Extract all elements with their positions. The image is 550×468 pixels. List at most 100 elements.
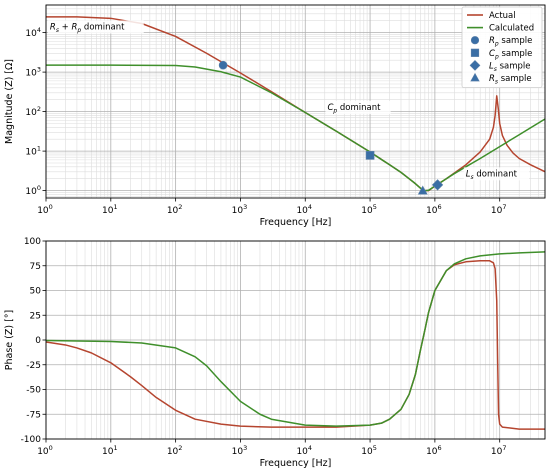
annotation-symbol: R: [50, 22, 56, 32]
x-tick-label-base: 10: [232, 206, 244, 216]
annotation-symbol: C: [327, 103, 333, 113]
marker-diamond: [431, 179, 444, 191]
y-tick-label-base: 10: [25, 147, 37, 157]
plot-frame: [45, 240, 546, 440]
y-tick-label: 103: [25, 65, 41, 78]
x-tick-label-base: 10: [296, 206, 308, 216]
x-tick-label: 105: [361, 203, 377, 216]
x-tick-label: 106: [426, 444, 442, 457]
x-tick-label-exponent: 6: [438, 203, 442, 211]
y-tick-label-base: 10: [25, 29, 37, 39]
x-tick-label: 102: [167, 203, 183, 216]
y-tick-label: 104: [25, 26, 41, 39]
y-tick-label-exponent: 2: [37, 105, 41, 113]
y-tick-label-exponent: 4: [37, 26, 41, 34]
annotation: Cp dominant: [327, 103, 381, 115]
x-tick-label-base: 10: [361, 447, 373, 457]
y-tick-label: 25: [30, 311, 41, 321]
x-tick-label-base: 10: [232, 447, 244, 457]
annotation-subscript: p: [76, 27, 81, 34]
x-tick-label: 107: [491, 444, 507, 457]
legend-marker-circle: [470, 36, 480, 45]
y-tick-label-exponent: 1: [37, 144, 41, 152]
axes: 100 101 102 103 104 105 106 107-100-75-50-25025…: [21, 237, 507, 457]
x-tick-label-base: 10: [426, 447, 438, 457]
x-tick-label: 100: [37, 203, 53, 216]
plot-frame: [45, 4, 546, 199]
legend-label: Ls sample: [489, 61, 531, 73]
y-tick-label-base: 10: [25, 108, 37, 118]
annotation-rest: +: [59, 22, 72, 32]
legend-subscript: s: [495, 79, 498, 86]
x-tick-label-base: 10: [167, 447, 179, 457]
y-tick-label-base: 10: [25, 187, 37, 197]
x-tick-label-base: 10: [296, 447, 308, 457]
annotation-background: [463, 167, 530, 181]
phase-chart: 100 101 102 103 104 105 106 107-100-75-50-25025…: [4, 237, 546, 468]
x-tick-label-base: 10: [491, 447, 503, 457]
x-tick-label: 107: [491, 203, 507, 216]
y-axis-label: Magnitude (Z) [Ω]: [4, 59, 15, 144]
y-tick-label-exponent: 3: [37, 65, 41, 73]
annotation: Rs + Rp dominant: [50, 22, 125, 33]
x-tick-label: 102: [167, 444, 183, 457]
x-tick-label-exponent: 7: [502, 444, 506, 452]
annotation-symbol: L: [466, 169, 471, 179]
annotation-subscript: s: [56, 27, 59, 34]
legend-label: Rs sample: [489, 74, 532, 86]
x-tick-label-exponent: 5: [373, 203, 377, 211]
legend-marker-square: [470, 48, 480, 57]
series-group: [46, 251, 545, 430]
x-tick-label-exponent: 0: [49, 444, 53, 452]
x-tick-label: 101: [102, 444, 118, 457]
x-tick-label-exponent: 6: [438, 444, 442, 452]
series-group: [46, 16, 545, 192]
legend-symbol: L: [489, 61, 494, 71]
x-tick-label-exponent: 2: [178, 203, 182, 211]
x-tick-label: 105: [361, 444, 377, 457]
annotation-symbol: R: [72, 22, 78, 32]
y-tick-label: 50: [30, 287, 42, 297]
x-tick-label-base: 10: [102, 206, 114, 216]
x-tick-label-exponent: 1: [113, 203, 117, 211]
legend-label: Cp sample: [489, 49, 532, 61]
grid: [45, 240, 546, 440]
y-axis-label: Phase (Z) [°]: [4, 310, 15, 371]
x-axis-label: Frequency [Hz]: [260, 458, 332, 468]
x-tick-label-base: 10: [37, 447, 49, 457]
x-tick-label-exponent: 0: [49, 203, 53, 211]
legend-label: Calculated: [489, 24, 534, 34]
x-tick-label: 106: [426, 203, 442, 216]
legend-label: Rp sample: [489, 36, 532, 48]
y-tick-label: 100: [24, 237, 41, 247]
legend-symbol: R: [489, 36, 495, 46]
y-tick-label: 75: [30, 262, 41, 272]
y-tick-label-exponent: 0: [37, 184, 41, 192]
magnitude-chart: 100 101 102 103 104 105 106 107100101102103104F…: [4, 4, 546, 228]
y-tick-label: 0: [35, 336, 41, 346]
annotation-rest: dominant: [337, 103, 381, 113]
legend-subscript: p: [494, 41, 499, 48]
x-tick-label-base: 10: [491, 206, 503, 216]
x-tick-label: 103: [232, 203, 248, 216]
y-tick-label: -75: [26, 410, 41, 420]
legend-marker-triangle: [470, 72, 480, 82]
y-tick-label: -100: [21, 435, 42, 445]
annotation-rest: dominant: [474, 169, 518, 179]
x-tick-label: 104: [296, 203, 312, 216]
x-tick-label: 103: [232, 444, 248, 457]
x-tick-label-exponent: 7: [502, 203, 506, 211]
x-tick-label-exponent: 4: [308, 444, 312, 452]
x-tick-label-exponent: 5: [373, 444, 377, 452]
x-tick-label-exponent: 2: [178, 444, 182, 452]
x-tick-label: 101: [102, 203, 118, 216]
x-tick-label-base: 10: [102, 447, 114, 457]
y-tick-label: 100: [25, 184, 41, 197]
x-axis-label: Frequency [Hz]: [260, 217, 332, 228]
y-tick-label: 102: [25, 105, 41, 118]
legend-label: Actual: [489, 11, 516, 21]
legend-rest: sample: [499, 49, 533, 59]
legend-rest: sample: [498, 74, 532, 84]
marker-triangle: [417, 185, 428, 195]
